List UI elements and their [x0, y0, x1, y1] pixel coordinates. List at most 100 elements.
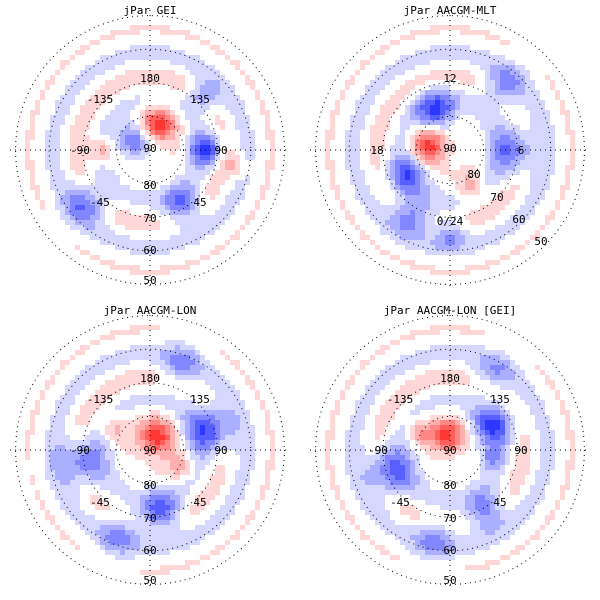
heat-cell	[140, 375, 145, 380]
heat-cell	[190, 110, 195, 115]
heat-cell	[205, 220, 210, 225]
heat-cell	[225, 425, 230, 430]
heat-cell	[175, 500, 180, 505]
heat-cell	[50, 365, 55, 370]
heat-cell	[135, 525, 140, 530]
heat-cell	[55, 425, 60, 430]
heat-cell	[355, 100, 360, 105]
heat-cell	[415, 245, 420, 250]
heat-cell	[75, 550, 80, 555]
heat-cell	[525, 240, 530, 245]
heat-cell	[105, 175, 110, 180]
heat-cell	[35, 495, 40, 500]
heat-cell	[180, 475, 185, 480]
heat-cell	[60, 355, 65, 360]
heat-cell	[70, 480, 75, 485]
heat-cell	[150, 370, 155, 375]
heat-cell	[55, 465, 60, 470]
heat-cell	[505, 100, 510, 105]
heat-cell	[190, 510, 195, 515]
heat-cell	[225, 520, 230, 525]
heat-cell	[135, 350, 140, 355]
heat-cell	[395, 130, 400, 135]
heat-cell	[180, 35, 185, 40]
heat-cell	[555, 90, 560, 95]
heat-cell	[75, 390, 80, 395]
heat-cell	[200, 210, 205, 215]
heat-cell	[425, 145, 430, 150]
heat-cell	[125, 535, 130, 540]
heat-cell	[430, 35, 435, 40]
heat-cell	[480, 160, 485, 165]
heat-cell	[160, 235, 165, 240]
heat-cell	[160, 210, 165, 215]
heat-cell	[220, 515, 225, 520]
heat-cell	[470, 160, 475, 165]
heat-cell	[345, 135, 350, 140]
heat-cell	[450, 250, 455, 255]
heat-cell	[80, 195, 85, 200]
heat-cell	[45, 120, 50, 125]
heat-cell	[480, 135, 485, 140]
panel-jpar-aacgm-mlt: jPar AACGM-MLT 90 80 70 60 50 12 18 6 0/…	[310, 4, 590, 290]
heat-cell	[30, 460, 35, 465]
heat-cell	[140, 350, 145, 355]
heat-cell	[220, 480, 225, 485]
heat-cell	[220, 350, 225, 355]
heat-cell	[355, 180, 360, 185]
heat-cell	[95, 65, 100, 70]
heat-cell	[140, 445, 145, 450]
heat-cell	[55, 105, 60, 110]
heat-cell	[170, 520, 175, 525]
heat-cell	[525, 55, 530, 60]
heat-cell	[160, 30, 165, 35]
heat-cell	[235, 70, 240, 75]
heat-cell	[485, 240, 490, 245]
heat-cell	[105, 195, 110, 200]
heat-cell	[140, 510, 145, 515]
heat-cell	[485, 65, 490, 70]
heat-cell	[180, 530, 185, 535]
panel-jpar-gei: jPar GEI 90 80 70 60 50 180 -135 135 -90…	[10, 4, 290, 290]
heat-cell	[115, 90, 120, 95]
heat-cell	[455, 230, 460, 235]
heat-cell	[135, 195, 140, 200]
heat-cell	[205, 405, 210, 410]
heat-cell	[60, 230, 65, 235]
heat-cell	[350, 105, 355, 110]
heat-cell	[105, 440, 110, 445]
heat-cell	[190, 555, 195, 560]
heat-cell	[470, 195, 475, 200]
heat-cell	[30, 180, 35, 185]
heat-cell	[145, 155, 150, 160]
heat-cell	[510, 230, 515, 235]
heat-cell	[395, 260, 400, 265]
heat-cell	[215, 400, 220, 405]
heat-cell	[385, 165, 390, 170]
heat-cell	[505, 190, 510, 195]
heat-cell	[65, 240, 70, 245]
heat-cell	[90, 540, 95, 545]
heat-cell	[230, 505, 235, 510]
heat-cell	[500, 55, 505, 60]
heat-cell	[235, 360, 240, 365]
heat-cell	[95, 170, 100, 175]
heat-cell	[45, 205, 50, 210]
heat-cell	[185, 535, 190, 540]
heat-cell	[225, 430, 230, 435]
heat-cell	[110, 130, 115, 135]
heat-cell	[215, 445, 220, 450]
heat-cell	[400, 170, 405, 175]
heat-cell	[135, 535, 140, 540]
heat-cell	[250, 225, 255, 230]
heat-cell	[145, 200, 150, 205]
heat-cell	[440, 275, 445, 280]
heat-cell	[105, 350, 110, 355]
heat-cell	[375, 115, 380, 120]
lon-label-45: 45	[193, 196, 206, 209]
heat-cell	[145, 30, 150, 35]
heat-cell	[105, 50, 110, 55]
heat-cell	[450, 110, 455, 115]
heat-cell	[420, 155, 425, 160]
heat-cell	[70, 390, 75, 395]
